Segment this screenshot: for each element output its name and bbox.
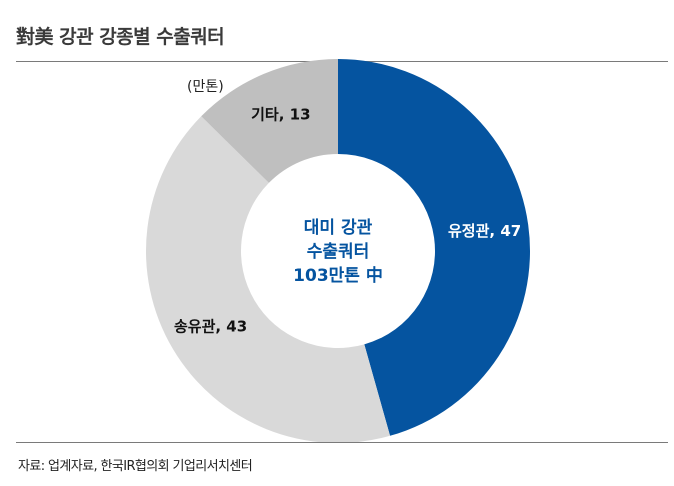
slice-label-line-pipe: 송유관, 43 bbox=[174, 317, 247, 335]
slice-labels: 유정관, 47 송유관, 43 기타, 13 bbox=[174, 105, 521, 335]
slice-oil-well-pipe bbox=[338, 59, 530, 436]
source-divider bbox=[16, 442, 668, 443]
slice-other bbox=[201, 59, 338, 183]
slice-label-oil-well-pipe: 유정관, 47 bbox=[448, 222, 521, 240]
donut-slices bbox=[146, 59, 530, 444]
chart-title: 對美 강관 강종별 수출쿼터 bbox=[16, 26, 225, 48]
slice-line-pipe bbox=[146, 116, 391, 444]
center-label-line-1: 대미 강관 bbox=[304, 218, 373, 238]
center-label-line-3: 103만톤 中 bbox=[293, 265, 383, 286]
center-label-line-2: 수출쿼터 bbox=[307, 242, 370, 262]
source-note: 자료: 업계자료, 한국IR협의회 기업리서치센터 bbox=[18, 459, 253, 474]
unit-label: (만톤) bbox=[187, 79, 224, 95]
slice-label-other: 기타, 13 bbox=[251, 105, 310, 123]
